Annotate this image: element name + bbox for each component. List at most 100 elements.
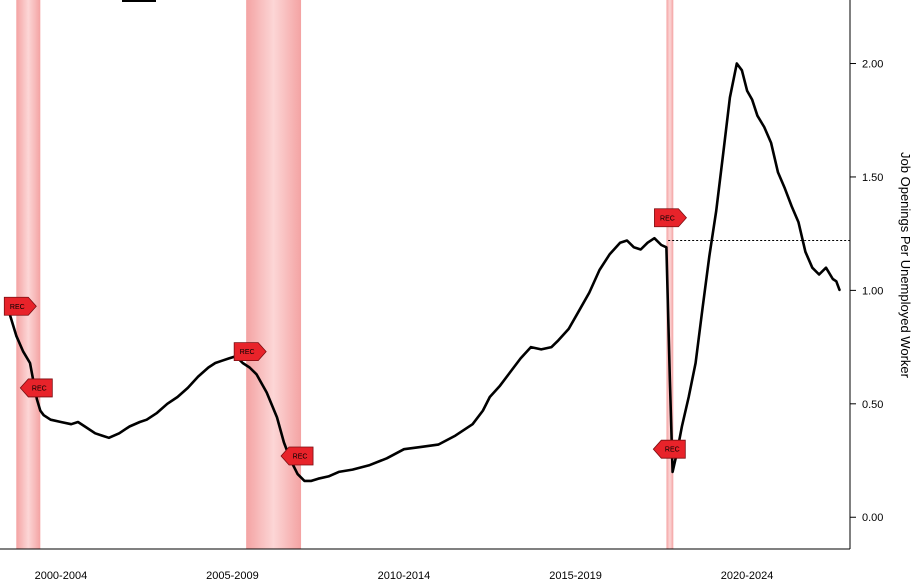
data-point — [35, 398, 38, 401]
data-point — [221, 359, 224, 362]
y-tick-label: 0.00 — [862, 512, 883, 524]
data-point — [368, 464, 371, 466]
data-point — [166, 402, 169, 405]
data-point — [701, 307, 704, 310]
data-point — [265, 391, 268, 394]
data-point — [608, 253, 611, 255]
data-point — [687, 396, 690, 398]
y-axis-title: Job Openings Per Unemployed Worker — [898, 152, 912, 379]
data-point — [337, 470, 340, 473]
data-point — [403, 448, 405, 451]
data-point — [283, 441, 285, 444]
data-point — [519, 357, 522, 360]
data-point — [255, 373, 258, 376]
data-point — [729, 96, 731, 99]
rec-marker: REC — [233, 342, 267, 362]
rec-marker-label: REC — [240, 349, 255, 356]
data-point — [471, 423, 474, 426]
data-point — [831, 278, 834, 280]
data-point — [530, 346, 532, 348]
data-point — [156, 411, 158, 414]
data-point — [94, 432, 97, 435]
data-point — [578, 309, 580, 312]
data-point — [39, 409, 42, 412]
data-point — [437, 443, 440, 446]
data-point — [751, 98, 754, 101]
data-point — [84, 425, 86, 428]
rec-marker-label: REC — [10, 304, 25, 311]
data-point — [653, 237, 656, 240]
data-point — [660, 244, 663, 246]
y-tick-label: 2.00 — [862, 59, 883, 71]
data-point — [248, 366, 251, 369]
data-point — [70, 423, 73, 426]
series-line — [8, 62, 841, 483]
data-point — [454, 434, 457, 437]
data-point — [668, 380, 671, 383]
data-point — [708, 255, 711, 258]
data-point — [214, 362, 217, 364]
data-point — [499, 384, 501, 387]
data-point — [186, 387, 189, 389]
y-tick-label: 1.50 — [862, 172, 883, 184]
x-tick-label: 2005-2009 — [206, 570, 259, 582]
data-point — [811, 266, 814, 269]
data-point — [626, 239, 628, 242]
data-point — [777, 171, 779, 174]
data-point — [49, 418, 52, 421]
data-point — [29, 362, 31, 364]
data-point — [671, 470, 674, 473]
x-tick-label: 2020-2024 — [721, 570, 774, 582]
data-point — [197, 375, 200, 378]
data-point — [746, 89, 748, 92]
data-point — [385, 457, 388, 460]
data-point — [118, 432, 121, 435]
legend-swatch — [122, 0, 156, 2]
data-point — [770, 142, 772, 144]
x-tick-label: 2000-2004 — [35, 570, 88, 582]
data-point — [77, 421, 79, 423]
data-point — [540, 348, 543, 351]
recession-band — [16, 0, 41, 549]
rec-marker: REC — [3, 296, 37, 316]
data-point — [722, 153, 724, 156]
data-point — [351, 468, 354, 471]
data-point — [59, 421, 62, 423]
data-point — [825, 266, 827, 269]
data-point — [818, 273, 821, 276]
data-point — [303, 480, 306, 482]
rec-marker-label: REC — [660, 215, 675, 222]
data-point — [763, 126, 766, 128]
data-point — [420, 446, 423, 448]
data-point — [241, 362, 244, 364]
data-point — [509, 371, 512, 373]
data-point — [488, 396, 491, 398]
data-point — [228, 357, 230, 360]
data-point — [108, 436, 110, 439]
data-point — [619, 241, 622, 244]
rec-marker: REC — [280, 446, 314, 466]
data-point — [15, 334, 18, 337]
data-point — [550, 346, 553, 348]
rec-marker-label: REC — [32, 385, 47, 392]
data-point — [783, 187, 786, 190]
data-point — [632, 246, 635, 249]
data-point — [128, 425, 131, 428]
data-point — [276, 416, 278, 419]
data-point — [694, 362, 697, 364]
data-point — [310, 480, 313, 482]
data-point — [176, 396, 179, 398]
y-tick-label: 0.50 — [862, 399, 883, 411]
data-point — [838, 289, 841, 292]
data-point — [327, 475, 330, 478]
data-point — [797, 221, 800, 224]
data-point — [138, 421, 141, 423]
data-point — [735, 62, 738, 65]
data-point — [598, 269, 601, 271]
data-point — [790, 205, 793, 208]
data-point — [22, 350, 25, 353]
data-point — [741, 69, 743, 72]
data-point — [646, 241, 649, 244]
data-point — [639, 248, 642, 251]
